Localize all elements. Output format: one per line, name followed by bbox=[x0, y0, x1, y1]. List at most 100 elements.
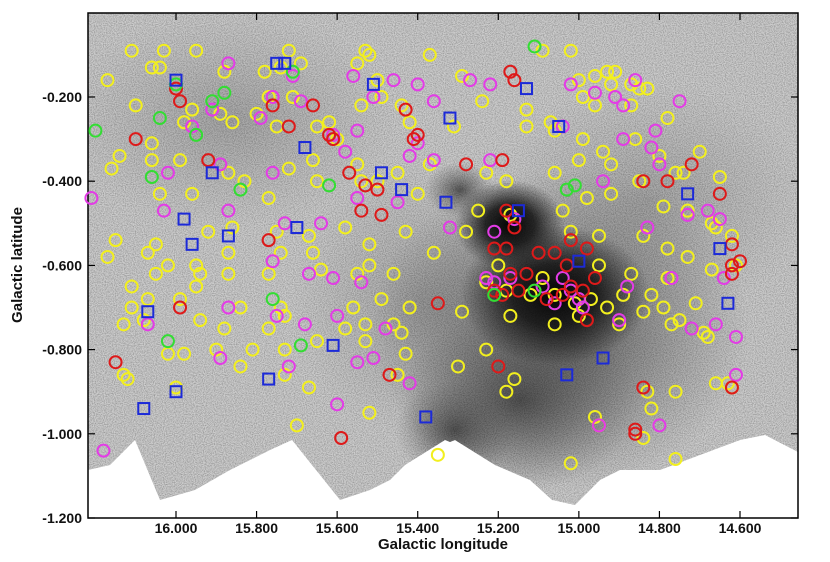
square-marker bbox=[298, 141, 312, 155]
circle-marker bbox=[269, 308, 284, 323]
circle-marker bbox=[205, 102, 220, 117]
circle-marker bbox=[656, 199, 671, 214]
circle-marker bbox=[704, 262, 719, 277]
circle-marker bbox=[128, 98, 143, 113]
circle-marker bbox=[160, 334, 175, 349]
circle-marker bbox=[644, 401, 659, 416]
circle-marker bbox=[128, 132, 143, 147]
circle-marker bbox=[684, 321, 699, 336]
y-tick-label: -0.600 bbox=[42, 257, 82, 273]
circle-marker bbox=[394, 325, 409, 340]
circle-marker bbox=[406, 132, 421, 147]
circle-marker bbox=[177, 346, 192, 361]
circle-marker bbox=[177, 115, 192, 130]
circle-marker bbox=[652, 157, 667, 172]
circle-marker bbox=[616, 98, 631, 113]
circle-marker bbox=[273, 245, 288, 260]
circle-marker bbox=[370, 182, 385, 197]
circle-marker bbox=[261, 321, 276, 336]
square-marker bbox=[169, 73, 183, 87]
circle-marker bbox=[519, 119, 534, 134]
circle-marker bbox=[487, 283, 502, 298]
circle-marker bbox=[728, 367, 743, 382]
circle-marker bbox=[189, 43, 204, 58]
circle-marker bbox=[265, 165, 280, 180]
circle-marker bbox=[491, 359, 506, 374]
circle-marker bbox=[704, 216, 719, 231]
circle-marker bbox=[281, 359, 296, 374]
circle-marker bbox=[579, 241, 594, 256]
circle-marker bbox=[527, 39, 542, 54]
square-marker bbox=[511, 204, 525, 218]
circle-marker bbox=[547, 296, 562, 311]
circle-marker bbox=[322, 178, 337, 193]
circle-marker bbox=[426, 153, 441, 168]
y-tick-label: -1.200 bbox=[42, 510, 82, 526]
circle-marker bbox=[140, 317, 155, 332]
circle-marker bbox=[430, 296, 445, 311]
source-markers bbox=[84, 39, 747, 471]
circle-marker bbox=[305, 98, 320, 113]
circle-marker bbox=[636, 174, 651, 189]
circle-marker bbox=[728, 258, 743, 273]
circle-marker bbox=[156, 43, 171, 58]
square-marker bbox=[290, 221, 304, 235]
y-tick-label: -0.200 bbox=[42, 89, 82, 105]
circle-marker bbox=[330, 132, 345, 147]
circle-marker bbox=[563, 233, 578, 248]
circle-marker bbox=[519, 102, 534, 117]
circle-marker bbox=[144, 153, 159, 168]
circle-marker bbox=[446, 119, 461, 134]
square-marker bbox=[721, 296, 735, 310]
circle-marker bbox=[612, 313, 627, 328]
y-tick-label: -1.000 bbox=[42, 426, 82, 442]
circle-marker bbox=[201, 224, 216, 239]
circle-marker bbox=[201, 153, 216, 168]
circle-marker bbox=[555, 271, 570, 286]
x-tick-label: 15.400 bbox=[396, 520, 439, 536]
circle-marker bbox=[314, 216, 329, 231]
circle-marker bbox=[700, 329, 715, 344]
circle-marker bbox=[672, 94, 687, 109]
circle-marker bbox=[354, 98, 369, 113]
circle-marker bbox=[563, 43, 578, 58]
circle-marker bbox=[636, 431, 651, 446]
circle-marker bbox=[285, 64, 300, 79]
circle-marker bbox=[604, 157, 619, 172]
circle-marker bbox=[644, 287, 659, 302]
circle-marker bbox=[350, 123, 365, 138]
circle-marker bbox=[185, 119, 200, 134]
circle-marker bbox=[596, 144, 611, 159]
circle-marker bbox=[547, 123, 562, 138]
circle-marker bbox=[616, 132, 631, 147]
circle-marker bbox=[426, 245, 441, 260]
circle-marker bbox=[310, 174, 324, 189]
circle-marker bbox=[350, 56, 365, 71]
circle-marker bbox=[374, 207, 389, 222]
circle-marker bbox=[410, 186, 425, 201]
circle-marker bbox=[555, 203, 570, 218]
circle-marker bbox=[124, 43, 139, 58]
circle-marker bbox=[676, 165, 691, 180]
circle-marker bbox=[112, 148, 127, 163]
circle-marker bbox=[140, 292, 155, 307]
circle-marker bbox=[459, 157, 474, 172]
circle-marker bbox=[664, 317, 679, 332]
circle-marker bbox=[535, 279, 550, 294]
circle-marker bbox=[301, 266, 316, 281]
circle-marker bbox=[257, 64, 272, 79]
circle-marker bbox=[600, 300, 615, 315]
circle-marker bbox=[310, 334, 324, 349]
circle-marker bbox=[455, 68, 470, 83]
circle-marker bbox=[136, 313, 151, 328]
circle-marker bbox=[535, 271, 550, 286]
circle-marker bbox=[160, 165, 175, 180]
circle-marker bbox=[152, 60, 167, 75]
circle-marker bbox=[708, 317, 723, 332]
circle-marker bbox=[310, 119, 324, 134]
circle-marker bbox=[390, 195, 405, 210]
circle-marker bbox=[636, 304, 651, 319]
circle-marker bbox=[547, 317, 562, 332]
circle-marker bbox=[261, 90, 276, 104]
circle-marker bbox=[398, 346, 413, 361]
